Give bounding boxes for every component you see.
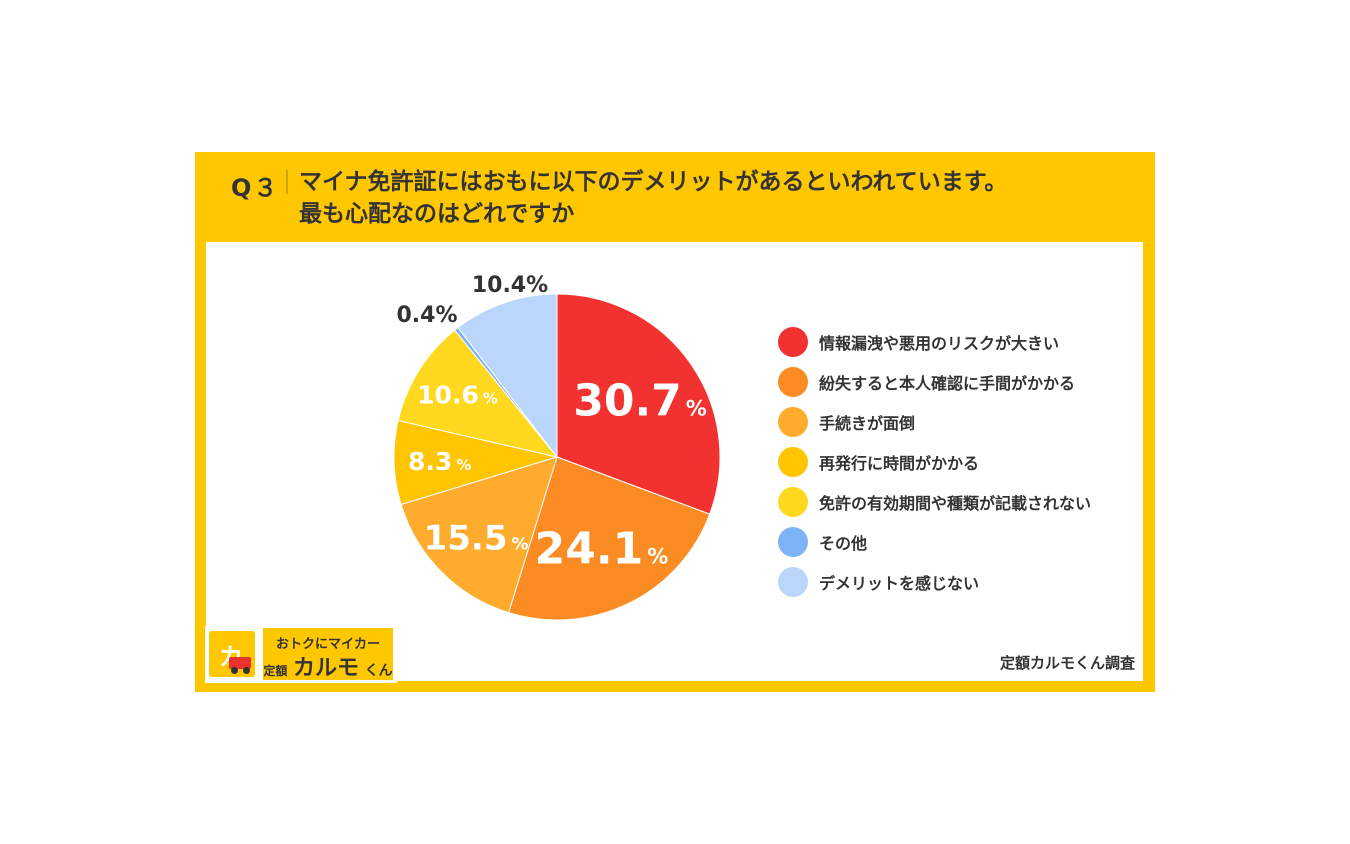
karumo-logo: カ おトクにマイカー 定額 カルモ くん (205, 626, 397, 683)
legend-item: 再発行に時間がかかる (778, 442, 1091, 482)
legend-label: 情報漏洩や悪用のリスクが大きい (819, 334, 1060, 353)
pie-slice-1 (556, 293, 721, 515)
pie-slice-7 (457, 293, 558, 459)
legend-swatch (778, 447, 808, 477)
legend-item: 手続きが面倒 (778, 402, 1091, 442)
legend-swatch (778, 487, 808, 517)
pie-label-5: 10.6% (417, 381, 498, 410)
logo-tagline: おトクにマイカー (275, 637, 380, 652)
source-note: 定額カルモくん調査 (999, 654, 1135, 672)
legend-label: 手続きが面倒 (819, 414, 916, 433)
question-divider (286, 170, 288, 194)
legend-swatch (778, 367, 808, 397)
legend-swatch (778, 327, 808, 357)
question-line-1: マイナ免許証にはおもに以下のデメリットがあるといわれています。 (299, 169, 1008, 195)
pie-label-7: 10.4% (472, 273, 548, 298)
pie-label-4: 8.3% (408, 447, 471, 476)
pie-slice-3 (400, 456, 558, 614)
pie-label-1: 30.7% (573, 375, 707, 426)
legend-label: 紛失すると本人確認に手間がかかる (819, 374, 1076, 393)
pie-label-6: 0.4% (396, 303, 457, 328)
logo-wordmark: おトクにマイカー 定額 カルモ くん (263, 628, 393, 682)
legend-swatch (778, 527, 808, 557)
legend-item: 紛失すると本人確認に手間がかかる (778, 362, 1091, 402)
legend-label: デメリットを感じない (819, 574, 980, 593)
legend-item: デメリットを感じない (778, 562, 1091, 602)
logo-car-mark: カ (209, 631, 255, 677)
pie-label-3: 15.5% (424, 519, 529, 559)
logo-name: 定額 カルモ くん (263, 650, 393, 682)
legend-swatch (778, 407, 808, 437)
car-icon (229, 657, 251, 669)
pie-slice-2 (507, 456, 711, 621)
logo-suffix: くん (364, 663, 393, 679)
legend-swatch (778, 567, 808, 597)
question-line-2: 最も心配なのはどれですか (299, 201, 575, 227)
logo-prefix: 定額 (263, 664, 288, 678)
pie-label-2: 24.1% (535, 524, 669, 575)
legend-item: 情報漏洩や悪用のリスクが大きい (778, 322, 1091, 362)
legend-item: 免許の有効期間や種類が記載されない (778, 482, 1091, 522)
car-wheel-icon (243, 667, 250, 674)
chart-panel: 30.7% 24.1% 15.5% 8.3% 10.6% 0.4% 10.4% 情報漏洩や悪… (206, 242, 1143, 681)
question-number: Q３ (231, 174, 280, 202)
question-text: マイナ免許証にはおもに以下のデメリットがあるといわれています。 最も心配なのはど… (299, 166, 1119, 230)
survey-card: Q３ マイナ免許証にはおもに以下のデメリットがあるといわれています。 最も心配な… (195, 152, 1155, 692)
legend-label: その他 (819, 534, 868, 553)
logo-brand: カルモ (293, 656, 360, 681)
chart-legend: 情報漏洩や悪用のリスクが大きい 紛失すると本人確認に手間がかかる 手続きが面倒再発行… (778, 322, 1091, 602)
legend-label: 再発行に時間がかかる (819, 454, 980, 473)
pie-slice-5 (397, 329, 559, 458)
car-wheel-icon (231, 667, 238, 674)
pie-chart: 30.7 % 24.1 %15.5 % 8.3 % 10.6 % 0.4% 10.4% (393, 273, 721, 621)
legend-label: 免許の有効期間や種類が記載されない (819, 494, 1092, 513)
legend-item: その他 (778, 522, 1091, 562)
